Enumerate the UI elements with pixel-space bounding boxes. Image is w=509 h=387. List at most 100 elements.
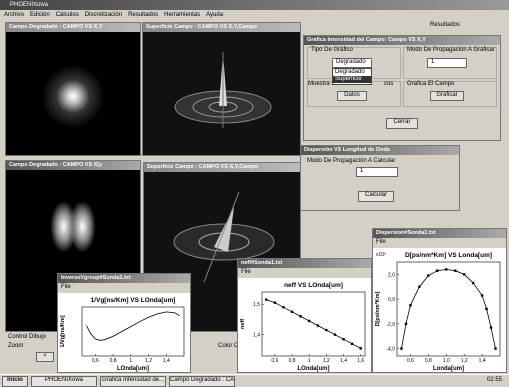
data-point	[316, 324, 319, 327]
button[interactable]: <	[36, 352, 54, 362]
combo-modo[interactable]: 1	[427, 58, 467, 68]
plot-title: D[ps/nm*Km] VS Londa[um]	[405, 252, 492, 259]
x-tick-label: 0,8	[289, 358, 296, 364]
plot: neff VS LOnda[um] LOnda[um] neff 0,6 0,8 1 1,2…	[238, 278, 371, 372]
y-axis-label: D[ps/nm*Km]	[375, 291, 381, 326]
dropdown-list: Degradado Superficie	[332, 68, 372, 85]
data-point	[409, 304, 412, 307]
dialog-title: Grafica Intensidad del Campo: Campo VS X…	[304, 36, 500, 45]
x-axis-label: Londa[um]	[433, 366, 464, 372]
data-point	[359, 347, 362, 350]
field-window[interactable]: Campo Degradado : CAMPO VS X[y	[5, 160, 141, 332]
data-point	[480, 294, 484, 297]
label: Grafica El Campo	[407, 81, 455, 87]
x-axis-label: LOnda[um]	[298, 366, 330, 372]
x-tick-label: 0,6	[407, 358, 414, 364]
menu-item[interactable]: File	[376, 239, 386, 245]
field-window[interactable]: Campo Degradado : CAMPO VS X,Y	[5, 22, 141, 156]
window-title: Dispersion#Sonda1.txt	[373, 229, 506, 238]
x-tick-label: 1,4	[163, 358, 170, 364]
menu-item[interactable]: File	[241, 269, 251, 275]
plot-window[interactable]: neff#Sonda1.txt File neff VS LOnda[um] LO…	[237, 258, 372, 373]
data-point	[436, 269, 439, 272]
x-tick-label: 0,6	[271, 358, 278, 364]
option[interactable]: Degradado	[335, 69, 365, 75]
plot-frame	[261, 291, 366, 357]
combo-tipo[interactable]: Degradado	[332, 58, 372, 68]
x-tick-label: 0,8	[110, 358, 117, 364]
label: Muestra	[308, 81, 330, 87]
start-button[interactable]: Inicio	[2, 376, 28, 387]
menu-item[interactable]: File	[61, 284, 71, 290]
surface-window[interactable]: Superficie Campo : CAMPO VS X,Y,Campo	[142, 22, 301, 156]
menu-item[interactable]: Cálculos	[55, 12, 79, 18]
label: cos	[384, 81, 394, 87]
button[interactable]: Graficar	[430, 91, 464, 101]
menu-item[interactable]: Herramientas	[164, 12, 201, 18]
x-tick-label: 1,2	[461, 358, 468, 364]
x-tick-label: 0,6	[92, 358, 99, 364]
window-title: Campo Degradado : CAMPO VS X,Y	[6, 23, 140, 32]
task-button[interactable]: Grafica Intensidad de...	[100, 376, 166, 387]
task-button[interactable]: Campo Degradado : CA...	[169, 376, 235, 387]
data-point	[427, 274, 430, 277]
menu-item[interactable]: Resultados	[128, 12, 159, 18]
plot-title: neff VS LOnda[um]	[284, 282, 343, 289]
data-point	[265, 298, 268, 301]
plot-window[interactable]: Dispersion#Sonda1.txt File D[ps/nm*Km] V…	[372, 228, 507, 373]
x-tick-label: 1,2	[145, 358, 152, 364]
label: Control Dibujo	[8, 334, 47, 340]
button[interactable]: Calcular	[358, 191, 394, 202]
x-tick-label: 1,6	[357, 358, 364, 364]
y-scale-label: x10³	[376, 252, 386, 258]
menu-item[interactable]: Archivo	[4, 12, 25, 18]
menu-item[interactable]: Ayuda	[206, 12, 224, 18]
window-title: Superficie Campo : CAMPO VS X,Y,Campo	[144, 163, 300, 172]
plot-bg	[373, 248, 506, 372]
label: Color O	[218, 343, 239, 349]
data-point	[282, 306, 285, 309]
field-image	[6, 32, 140, 155]
window-title: neff#Sonda1.txt	[238, 259, 371, 268]
y-tick-label: 1,4	[253, 333, 260, 339]
data-point	[273, 301, 277, 304]
combo-modo[interactable]: 1	[356, 167, 398, 177]
label: Modo De Propagación A Graficar	[407, 47, 495, 53]
combo-value: 1	[431, 59, 435, 65]
option[interactable]: Superficie	[333, 76, 371, 83]
data-point	[445, 268, 448, 271]
menu-item[interactable]: Edición	[30, 12, 50, 18]
y-tick-label: -2,0	[386, 322, 395, 328]
window-title: Superficie Campo : CAMPO VS X,Y,Campo	[143, 23, 300, 32]
label: Zoom	[8, 343, 24, 349]
curve	[401, 268, 496, 349]
x-tick-label: 1	[129, 358, 132, 364]
curve	[266, 299, 361, 349]
task-button[interactable]: PHOENIXowa	[31, 376, 97, 387]
x-tick-label: 1,4	[340, 358, 347, 364]
y-tick-label: 0,0	[388, 297, 395, 303]
clock: 02:55	[487, 377, 503, 383]
data-point	[400, 347, 403, 350]
data-point	[308, 319, 311, 323]
button[interactable]: Cerrar	[386, 118, 418, 129]
data-point	[494, 347, 497, 350]
plot-window[interactable]: InverseVgroup#Sonda1.txt File 1/Vg[ns/Km…	[57, 273, 191, 373]
label: Modo De Propagación A Calcular	[307, 158, 396, 164]
menu-item[interactable]: Discretización	[84, 12, 123, 18]
plot-title: 1/Vg[ns/Km] VS LOnda[um]	[91, 297, 176, 304]
button[interactable]: Datos	[337, 91, 367, 101]
dialog-title: Dispersión VS Longitud de Onda	[301, 146, 459, 155]
x-tick-label: 1,0	[443, 358, 450, 364]
side-label: Resultados	[430, 22, 461, 28]
y-tick-label: 2,0	[388, 272, 395, 278]
y-axis-label: 1/Vg[ns/Km]	[60, 315, 66, 347]
plot: 1/Vg[ns/Km] VS LOnda[um] LOnda[um] 1/Vg[ns…	[58, 293, 190, 372]
plot: D[ps/nm*Km] VS Londa[um] Londa[um] D[ps/nm…	[373, 248, 506, 372]
plot-frame	[81, 306, 185, 357]
plot-frame	[396, 261, 501, 357]
data-point	[404, 322, 408, 326]
y-axis-label: neff	[240, 319, 246, 329]
plot-bg	[238, 278, 371, 372]
